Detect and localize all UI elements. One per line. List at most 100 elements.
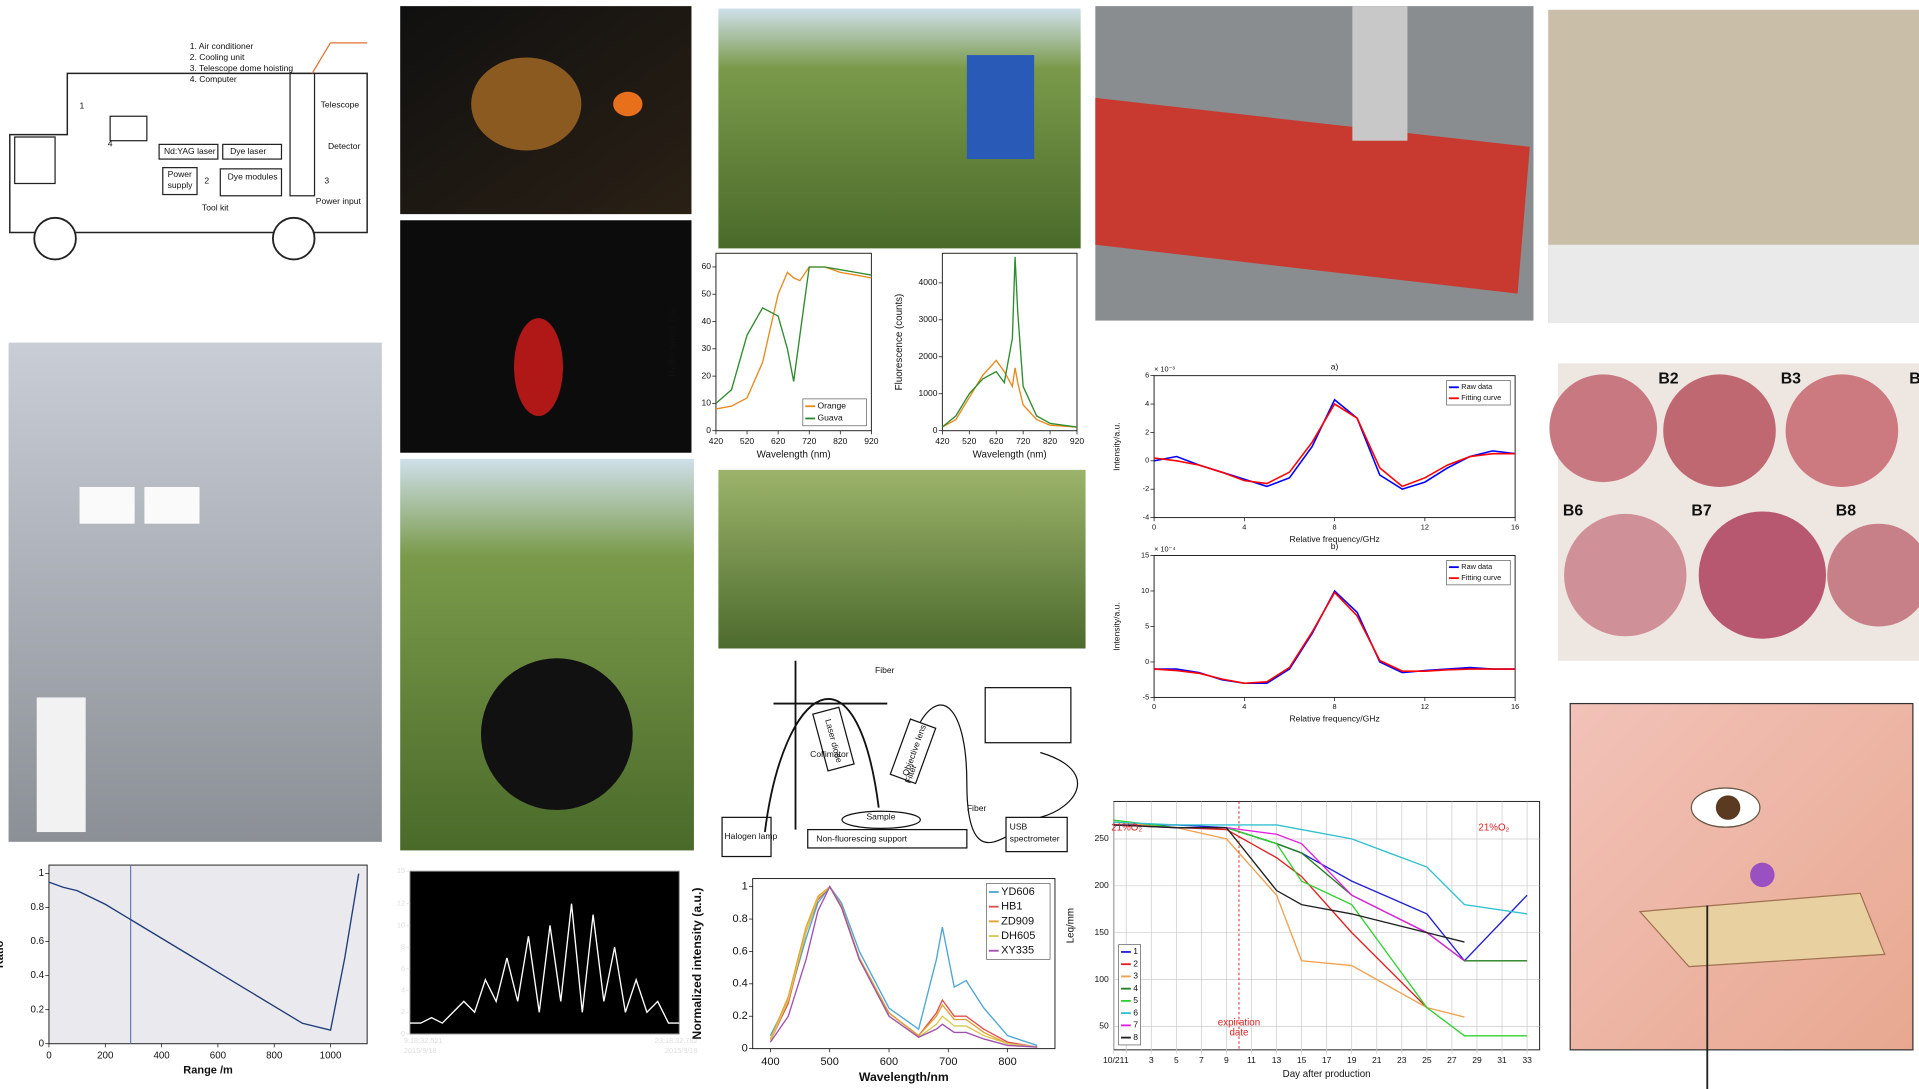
stand xyxy=(765,661,887,832)
label: Halogen lamp xyxy=(725,831,778,841)
y-axis-label: Fluorescence (counts) xyxy=(894,294,905,391)
x-tick-label: 620 xyxy=(989,436,1004,446)
telescope-lens xyxy=(481,658,633,810)
y-tick-label: 10 xyxy=(1141,586,1149,595)
legend-label: 1 xyxy=(1133,946,1138,956)
legend-label: Fitting curve xyxy=(1461,393,1501,402)
label: Collimator xyxy=(810,749,849,759)
iris xyxy=(1716,795,1740,819)
x-tick-label: 7 xyxy=(1199,1055,1204,1065)
x-tick-label: 29 xyxy=(1472,1055,1482,1065)
photo-label: B8 xyxy=(1836,503,1856,520)
y-tick-label: 6 xyxy=(401,964,405,973)
label: spectrometer xyxy=(1010,834,1060,844)
x-tick-label: 9 xyxy=(1224,1055,1229,1065)
y-tick-label: 10 xyxy=(702,398,712,408)
y-tick-label: 4 xyxy=(1145,399,1149,408)
photo-label: B xyxy=(1909,371,1919,388)
meat xyxy=(1786,374,1899,487)
truck-window xyxy=(15,137,55,183)
label: Non-fluorescing support xyxy=(816,834,907,844)
x-axis-label: Wavelength (nm) xyxy=(757,450,831,461)
x-tick-label: 16 xyxy=(1511,702,1519,711)
x-tick-label: 820 xyxy=(833,436,848,446)
x-tick-label: 720 xyxy=(802,436,817,446)
y-tick-label: 0 xyxy=(39,1038,45,1049)
time-label: 2015/9/18 xyxy=(665,1046,698,1055)
label: Tool kit xyxy=(202,202,229,212)
x-tick-label: 200 xyxy=(97,1051,114,1062)
x-tick-label: 33 xyxy=(1522,1055,1532,1065)
chart-title: a) xyxy=(1331,361,1339,371)
x-tick-label: 1000 xyxy=(320,1051,342,1062)
y-tick-label: 6 xyxy=(1145,371,1149,380)
chart: -4-202460481216Relative frequency/GHzInt… xyxy=(1112,361,1520,544)
x-tick-label: 8 xyxy=(1333,702,1337,711)
pollen xyxy=(613,92,642,116)
x-tick-label: 700 xyxy=(939,1056,957,1068)
y-tick-label: 150 xyxy=(1095,927,1110,937)
x-tick-label: 25 xyxy=(1422,1055,1432,1065)
y-axis-label: Leq/mm xyxy=(1065,908,1076,943)
x-tick-label: 12 xyxy=(1421,702,1429,711)
y-tick-label: -4 xyxy=(1143,513,1150,522)
photo-label: B7 xyxy=(1691,503,1711,520)
label: 3 xyxy=(324,175,329,185)
meat xyxy=(1663,374,1776,487)
plot-area xyxy=(49,865,367,1044)
y-axis-label: Ratio xyxy=(0,940,6,968)
rice-photo xyxy=(718,470,1085,649)
truck-photo xyxy=(967,55,1034,159)
label: Fiber xyxy=(967,803,987,813)
label: supply xyxy=(168,180,193,190)
y-tick-label: 0.8 xyxy=(732,913,747,925)
monitor xyxy=(144,487,199,524)
legend-label: 2 xyxy=(1133,958,1138,968)
setup-diagram: Fiber Laser diode Objective lens Collima… xyxy=(722,661,1077,857)
y-tick-label: 100 xyxy=(1095,974,1110,984)
legend-label: 8 xyxy=(1133,1032,1138,1042)
fiber xyxy=(920,705,1077,843)
time-label: 9:18:32.521 xyxy=(404,1036,443,1045)
label: USB xyxy=(1010,821,1028,831)
x-axis-label: Wavelength (nm) xyxy=(973,450,1047,461)
y-tick-label: 5 xyxy=(1145,621,1149,630)
mosquito xyxy=(514,318,563,416)
legend-label: HB1 xyxy=(1001,901,1022,913)
x-tick-label: 31 xyxy=(1497,1055,1507,1065)
x-tick-label: 16 xyxy=(1511,522,1519,531)
y-tick-label: 1 xyxy=(742,881,748,893)
y-axis-label: Intensity/a.u. xyxy=(1112,602,1122,650)
y-tick-label: 0 xyxy=(1145,657,1149,666)
x-tick-label: 400 xyxy=(761,1056,779,1068)
x-tick-label: 820 xyxy=(1043,436,1058,446)
label: 1 xyxy=(80,101,85,111)
x-tick-label: 800 xyxy=(998,1056,1016,1068)
x-tick-label: 720 xyxy=(1016,436,1031,446)
legend-label: YD606 xyxy=(1001,886,1035,898)
chart: 024681012159:18:32.5212015/9/1823:18:32.… xyxy=(397,866,698,1055)
scale-note: × 10⁻³ xyxy=(1154,364,1175,373)
x-tick-label: 17 xyxy=(1322,1055,1332,1065)
legend-label: Raw data xyxy=(1461,382,1493,391)
legend-label: 4 xyxy=(1133,983,1138,993)
pillow xyxy=(1548,245,1919,323)
y-tick-label: 0 xyxy=(706,425,711,435)
y-tick-label: 1000 xyxy=(918,388,937,398)
x-tick-label: 500 xyxy=(821,1056,839,1068)
y-tick-label: 50 xyxy=(1099,1021,1109,1031)
y-tick-label: 4000 xyxy=(918,277,937,287)
x-tick-label: 0 xyxy=(1152,522,1156,531)
y-tick-label: 0.6 xyxy=(732,945,747,957)
x-tick-label: 1 xyxy=(1124,1055,1129,1065)
ossicle xyxy=(1750,863,1774,887)
label: 2 xyxy=(204,175,209,185)
legend-label: DH605 xyxy=(1001,930,1035,942)
y-tick-label: 20 xyxy=(702,370,712,380)
y-axis-label: Intensity/a.u. xyxy=(1112,422,1122,470)
y-tick-label: 40 xyxy=(702,316,712,326)
x-tick-label: 15 xyxy=(1297,1055,1307,1065)
page: {"truck_diagram":{"legend":["1. Air cond… xyxy=(0,0,1919,1089)
legend-item: 2. Cooling unit xyxy=(190,52,245,62)
photo-label: B6 xyxy=(1563,503,1583,520)
